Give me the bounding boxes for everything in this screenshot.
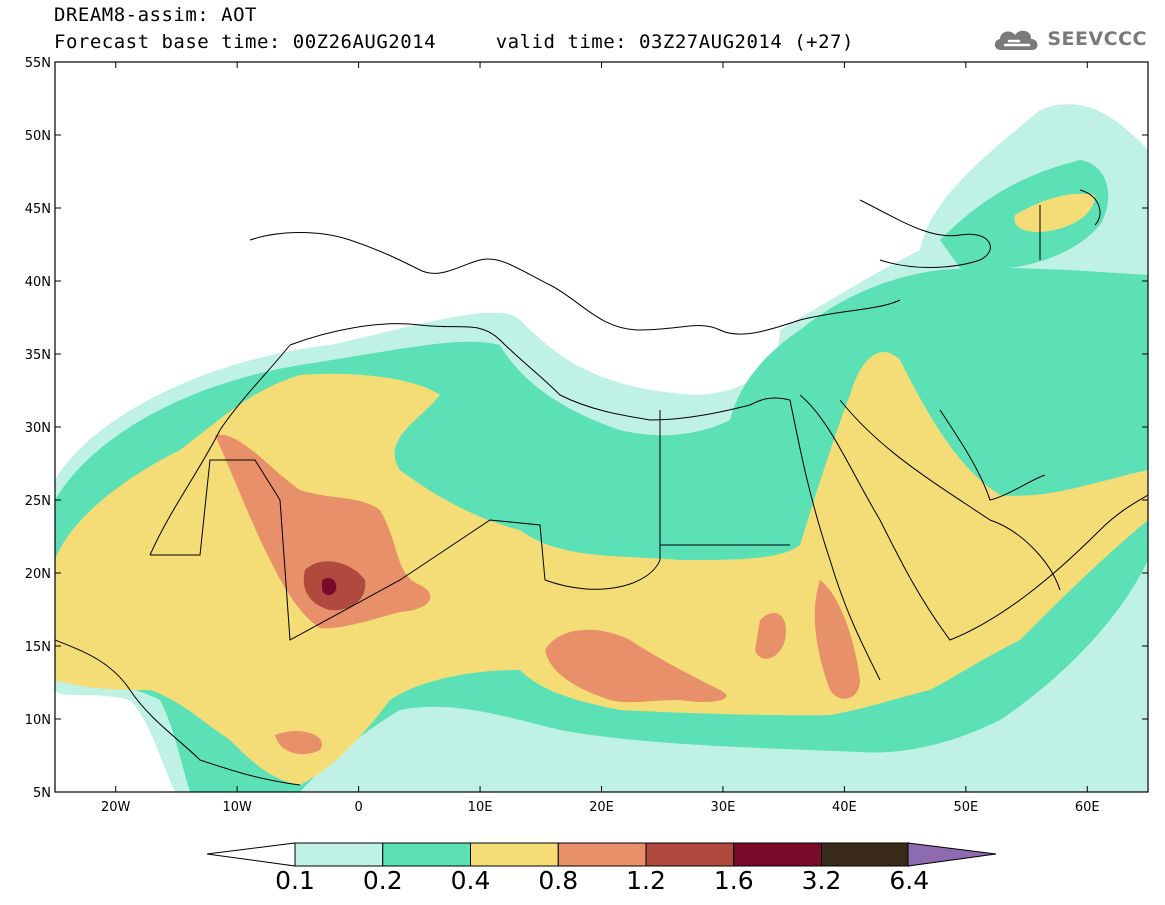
colorbar	[206, 842, 997, 867]
colorbar-label: 0.2	[362, 866, 403, 895]
lat-tick-label: 35N	[25, 348, 51, 363]
colorbar-label: 1.2	[626, 866, 666, 895]
aot-band-0.8-chad	[545, 629, 727, 703]
country-borders	[55, 189, 1148, 786]
coastline-arabia	[799, 394, 1148, 641]
map-title: DREAM8-assim: AOT	[54, 4, 257, 26]
coastline-europe	[249, 232, 901, 335]
border-algeria	[279, 499, 546, 641]
aot-band-0.4	[55, 352, 1148, 785]
lon-tick-label: 10E	[468, 800, 493, 815]
colorbar-label: 6.4	[889, 866, 930, 895]
lat-tick-label: 20N	[25, 567, 51, 582]
colorbar-label: 0.8	[538, 866, 579, 895]
lon-tick-label: 20W	[101, 800, 131, 815]
lat-tick-label: 55N	[25, 56, 51, 71]
colorbar-label: 0.1	[275, 866, 315, 895]
colorbar-swatch	[382, 842, 471, 867]
lat-tick-label: 25N	[25, 494, 51, 509]
colorbar-label: 1.6	[713, 866, 754, 895]
lon-tick-label: 60E	[1075, 800, 1100, 815]
colorbar-swatch	[470, 842, 559, 867]
lat-tick-label: 5N	[33, 786, 51, 801]
lat-tick-label: 45N	[25, 202, 51, 217]
lon-tick-label: 50E	[953, 800, 978, 815]
colorbar-swatch	[294, 842, 384, 867]
lon-tick-label: 0	[354, 800, 362, 815]
coastline-red-sea	[789, 399, 881, 681]
lat-tick-label: 40N	[25, 275, 51, 290]
colorbar-swatch	[733, 842, 822, 867]
aot-band-1.6	[322, 578, 337, 596]
coastline-north-africa	[149, 323, 791, 556]
latitude-ticks: 55N 50N 45N 40N 35N 30N 25N 20N 15N 10N 5N	[25, 56, 1148, 801]
lon-tick-label: 20E	[589, 800, 614, 815]
lat-tick-label: 15N	[25, 640, 51, 655]
colorbar-swatch	[557, 842, 647, 867]
logo-text: SEEVCCC	[1047, 28, 1147, 50]
border-saudi	[839, 399, 1061, 591]
coastline-west-africa	[55, 639, 301, 786]
lon-tick-label: 10W	[222, 800, 252, 815]
border-sudan	[544, 545, 661, 590]
coastline-gulf	[939, 409, 1046, 501]
aot-band-0.8-ethiopia	[814, 580, 860, 699]
lon-tick-label: 30E	[711, 800, 736, 815]
forecast-time-line: Forecast base time: 00Z26AUG2014 valid t…	[54, 31, 854, 53]
lat-tick-label: 10N	[25, 713, 51, 728]
lat-tick-label: 30N	[25, 421, 51, 436]
aot-band-0.8-sudan	[755, 612, 786, 659]
cloud-icon	[995, 30, 1038, 50]
border-mauritania	[150, 459, 281, 556]
aot-band-0.4-caspian	[1014, 193, 1095, 232]
aot-contours	[55, 104, 1148, 792]
lon-tick-label: 40E	[832, 800, 857, 815]
border-caspian	[1039, 189, 1101, 260]
aot-band-0.8-westafrica	[275, 730, 322, 755]
seevccc-logo: SEEVCCC	[991, 24, 1147, 54]
colorbar-label: 3.2	[801, 866, 842, 895]
colorbar-label: 0.4	[450, 866, 491, 895]
colorbar-min-arrow	[206, 842, 296, 867]
colorbar-swatch	[821, 842, 910, 867]
coastline-black-sea	[859, 199, 991, 268]
lat-tick-label: 50N	[25, 129, 51, 144]
colorbar-max-arrow	[907, 842, 997, 867]
longitude-ticks: 20W 10W 0 10E 20E 30E 40E 50E 60E	[101, 62, 1100, 815]
colorbar-swatch	[645, 842, 735, 867]
